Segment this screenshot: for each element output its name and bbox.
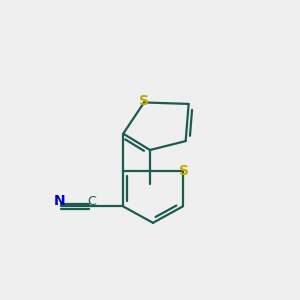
Text: S: S	[139, 94, 149, 108]
Text: S: S	[179, 164, 189, 178]
Text: C: C	[88, 195, 96, 208]
Text: N: N	[53, 194, 65, 208]
